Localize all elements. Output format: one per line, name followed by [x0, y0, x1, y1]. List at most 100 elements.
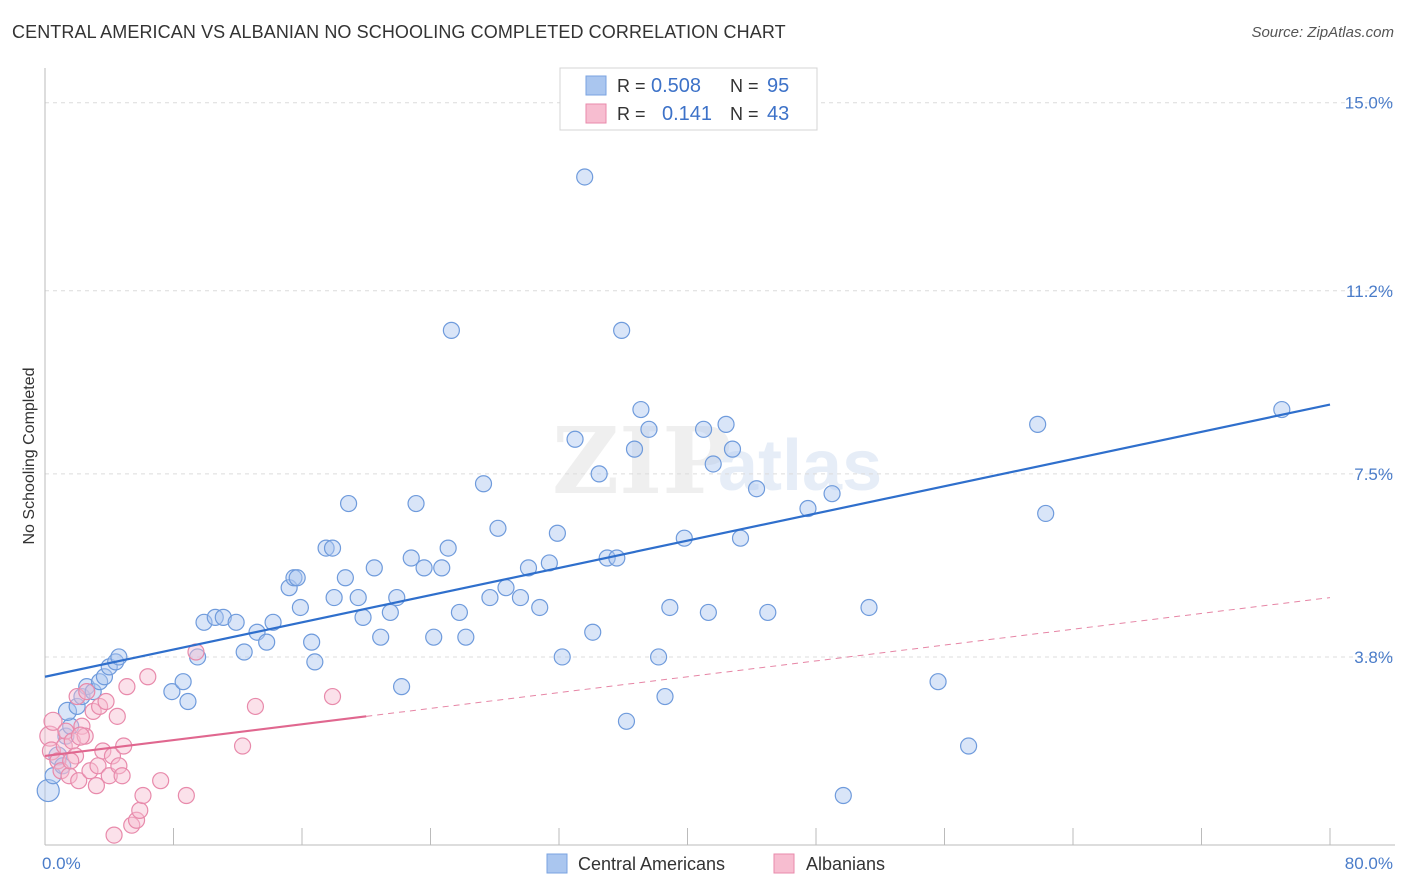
data-point-central-american [372, 628, 390, 646]
data-point-central-american [325, 588, 343, 607]
data-point-albanian [323, 687, 342, 706]
legend-swatch-central-americans [585, 75, 607, 96]
bottom-legend: Central Americans Albanians [546, 853, 885, 874]
legend-n-value: 43 [767, 103, 789, 125]
data-point-central-american [442, 321, 460, 339]
data-point-central-american [704, 455, 722, 473]
data-point-albanian [78, 682, 96, 701]
data-point-central-american [195, 613, 213, 631]
data-point-central-american [959, 737, 978, 755]
data-point-central-american [617, 712, 636, 730]
legend-n-value: 95 [767, 75, 789, 97]
data-point-central-american [823, 485, 841, 503]
data-point-central-american [57, 701, 78, 721]
data-point-central-american [354, 608, 372, 626]
data-point-central-american [661, 598, 679, 617]
legend-r-value: 0.508 [651, 75, 701, 97]
bottom-legend-label-albanians: Albanians [806, 854, 885, 874]
data-point-central-american [258, 633, 276, 651]
data-point-central-american [306, 653, 324, 671]
data-point-central-american [694, 420, 713, 438]
axes [44, 68, 1395, 846]
data-point-central-american [365, 559, 383, 577]
data-point-central-american [625, 440, 644, 458]
data-point-central-american [73, 687, 91, 706]
data-point-central-american [675, 529, 693, 547]
trend-line-albanians [44, 715, 367, 758]
data-point-central-american [433, 559, 451, 577]
data-point-central-american [323, 539, 342, 557]
data-point-albanian [62, 752, 80, 770]
data-point-central-american [227, 613, 245, 631]
data-point-central-american [349, 588, 367, 607]
grid-lines [45, 102, 1395, 658]
data-point-central-american [303, 633, 321, 651]
data-point-albanian [246, 697, 265, 716]
data-point-central-american [519, 559, 538, 577]
data-point-albanian [177, 786, 195, 805]
trend-line-central-americans [44, 403, 1331, 678]
data-point-central-american [717, 415, 735, 433]
data-point-central-american [381, 603, 399, 622]
data-point-central-american [339, 494, 358, 513]
data-point-central-american [566, 430, 584, 448]
series-central-americans [36, 168, 1291, 805]
data-point-central-american [291, 598, 309, 617]
data-point-albanian [134, 786, 152, 805]
data-point-albanian [108, 707, 126, 725]
data-point-central-american [392, 678, 411, 696]
data-point-central-american [548, 524, 566, 542]
data-point-central-american [747, 480, 766, 498]
data-point-albanian [233, 737, 252, 755]
data-point-albanian [97, 692, 115, 711]
y-tick-label: 11.2% [1346, 282, 1393, 301]
data-point-albanian [110, 757, 128, 775]
y-axis-label: No Schooling Completed [21, 368, 38, 545]
data-point-central-american [336, 569, 354, 587]
data-point-central-american [608, 549, 626, 567]
data-point-central-american [84, 682, 102, 701]
data-point-central-american [531, 598, 549, 617]
data-point-central-american [799, 499, 817, 518]
data-point-central-american [402, 549, 420, 567]
data-point-central-american [553, 648, 571, 666]
data-point-central-american [576, 168, 594, 186]
data-point-central-american [613, 321, 631, 339]
data-point-central-american [264, 613, 282, 631]
data-point-central-american [834, 786, 852, 805]
data-point-albanian [49, 752, 67, 770]
data-point-central-american [95, 668, 114, 686]
data-point-central-american [929, 673, 947, 691]
y-axis-tick-labels: 3.8% 7.5% 11.2% 15.0% [1345, 94, 1393, 667]
bottom-legend-swatch-central-americans [546, 853, 568, 874]
bottom-legend-swatch-albanians [773, 853, 795, 874]
data-point-central-american [640, 420, 658, 438]
data-point-central-american [91, 673, 109, 691]
data-point-central-american [656, 687, 674, 706]
data-point-central-american [511, 588, 530, 607]
data-point-central-american [439, 539, 457, 557]
data-point-central-american [179, 692, 197, 711]
data-point-central-american [590, 465, 608, 483]
legend-r-label: R = [617, 76, 646, 96]
chart-title: CENTRAL AMERICAN VS ALBANIAN NO SCHOOLIN… [12, 22, 786, 42]
data-point-albanian [113, 767, 131, 785]
data-point-albanian [123, 816, 141, 834]
trend-line-albanians-extension [366, 597, 1331, 717]
data-point-albanian [139, 668, 157, 686]
x-axis-tick-labels: 0.0% 80.0% [42, 854, 1393, 873]
data-point-central-american [457, 628, 475, 646]
x-tick-label: 80.0% [1345, 854, 1393, 873]
data-point-albanian [60, 767, 78, 785]
data-point-albanian [43, 711, 63, 731]
data-point-albanian [152, 772, 170, 790]
source-credit: Source: ZipAtlas.com [1251, 24, 1394, 41]
x-tick-label: 0.0% [42, 854, 81, 873]
bottom-legend-label-central-americans: Central Americans [578, 854, 725, 874]
trend-lines [44, 403, 1331, 758]
data-point-central-american [1029, 415, 1047, 433]
legend-r-value: 0.141 [662, 103, 712, 125]
data-point-central-american [731, 529, 750, 547]
legend-n-label: N = [730, 76, 759, 96]
x-axis-ticks [44, 828, 1331, 845]
